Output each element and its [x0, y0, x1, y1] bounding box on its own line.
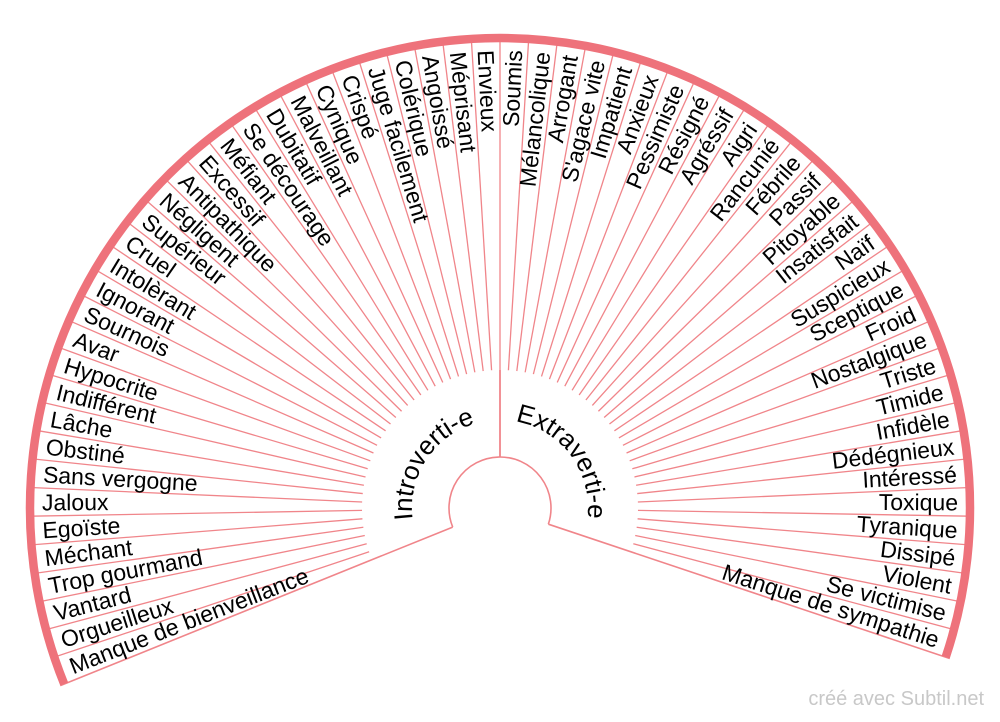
sector-line	[516, 41, 558, 372]
fan-edge-left	[59, 526, 454, 687]
sector-line	[39, 534, 365, 603]
sector-line	[564, 92, 722, 387]
sector-line	[470, 38, 493, 371]
hub-label-left-textpath: Introverti-e	[388, 401, 477, 522]
sector-line	[68, 319, 374, 454]
sector-line	[109, 244, 386, 432]
sector-line	[524, 45, 587, 373]
sector-line	[278, 92, 436, 387]
sector-line	[385, 51, 468, 375]
sector-line	[548, 68, 670, 380]
sector-line	[618, 268, 906, 439]
sector-line	[144, 199, 397, 418]
sector-line	[585, 139, 794, 401]
sector-line	[532, 51, 615, 375]
sector-line	[637, 486, 970, 503]
sector-line	[31, 518, 363, 546]
sector-label: Envieux	[473, 50, 503, 133]
sector-line	[36, 429, 364, 486]
sector-line	[636, 526, 966, 575]
sector-line	[45, 543, 367, 631]
sector-line	[636, 429, 964, 486]
sector-line	[94, 268, 382, 439]
outer-arc	[25, 33, 975, 686]
sector-line	[609, 221, 874, 425]
sector-line	[540, 59, 642, 377]
sector-line	[32, 458, 363, 495]
sector-line	[30, 486, 363, 503]
sector-line	[80, 294, 378, 446]
sector-line	[126, 221, 391, 425]
sector-line	[330, 68, 452, 380]
sector-line	[637, 458, 968, 495]
hub-hole-arc	[448, 456, 552, 528]
sector-line	[626, 319, 932, 454]
sector-line	[571, 106, 747, 391]
sector-line	[597, 178, 836, 412]
sector-line	[633, 543, 955, 631]
sector-line	[507, 38, 530, 371]
sector-line	[591, 158, 815, 406]
sector-line	[614, 244, 891, 432]
sector-line	[622, 294, 920, 446]
sector-line	[556, 80, 696, 383]
sector-line	[58, 346, 371, 462]
sector-line	[49, 373, 368, 470]
sector-line	[253, 106, 429, 391]
sector-line	[54, 551, 370, 658]
sector-label: Soumis	[498, 50, 528, 128]
sector-label: Toxique	[879, 489, 958, 515]
sector-line	[34, 526, 364, 575]
sector-label: Egoïste	[42, 512, 122, 543]
sector-line	[164, 178, 403, 412]
sector-label: Intéressé	[862, 461, 958, 492]
sector-line	[413, 45, 476, 373]
sector-line	[578, 122, 771, 396]
sector-line	[632, 373, 951, 470]
sector-line	[30, 509, 363, 517]
sector-line	[635, 534, 961, 603]
sector-line	[637, 518, 969, 546]
hub-label-right: Extraverti-e	[514, 398, 612, 519]
hub-label-left: Introverti-e	[388, 401, 477, 522]
sector-line	[358, 59, 460, 377]
fan-edge-right	[548, 523, 950, 660]
sector-line	[629, 346, 942, 462]
sector-line	[206, 139, 415, 401]
sector-line	[185, 158, 409, 406]
hub-label-right-textpath: Extraverti-e	[514, 398, 612, 519]
sector-line	[41, 401, 366, 478]
sector-line	[637, 509, 970, 517]
sector-line	[229, 122, 422, 396]
sector-label: Jaloux	[42, 489, 109, 515]
credit-text: créé avec Subtil.net	[808, 688, 984, 710]
sector-line	[634, 401, 959, 478]
sector-line	[442, 41, 484, 372]
sector-line	[603, 199, 856, 418]
sector-line	[304, 80, 444, 383]
